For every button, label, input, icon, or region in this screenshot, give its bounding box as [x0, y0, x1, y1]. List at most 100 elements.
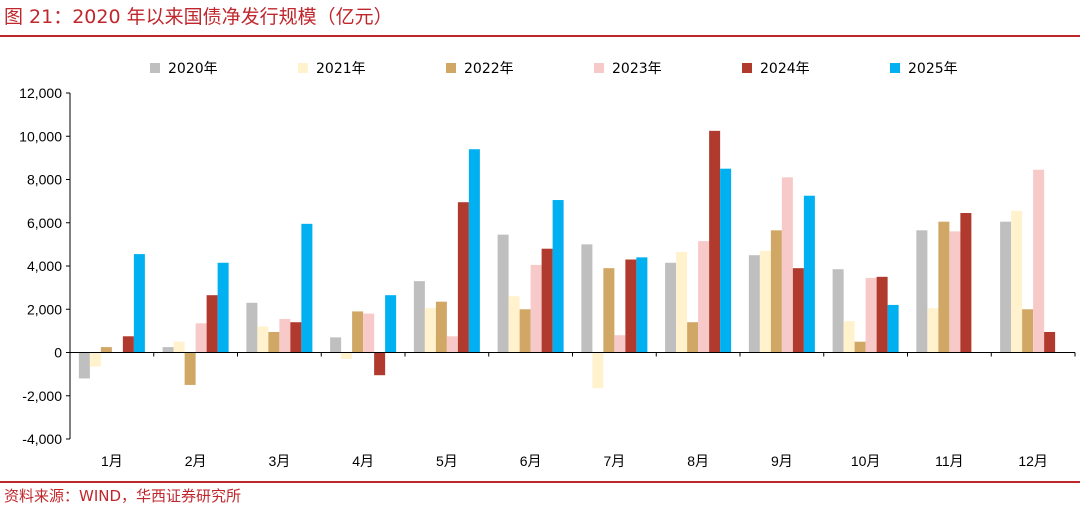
- bar-2022年-10月: [854, 341, 866, 353]
- bar-2023年-4月: [363, 313, 375, 353]
- y-tick-label: 12,000: [19, 85, 62, 101]
- x-tick-label: 11月: [935, 453, 964, 469]
- bar-2021年-4月: [341, 352, 353, 359]
- bar-2022年-9月: [770, 230, 782, 353]
- bar-2021年-9月: [759, 250, 771, 353]
- bar-2024年-8月: [709, 130, 721, 353]
- bar-2024年-10月: [876, 276, 888, 353]
- bar-2023年-3月: [279, 318, 291, 353]
- y-tick-label: 2,000: [27, 301, 62, 317]
- bar-2025年-9月: [803, 195, 815, 353]
- bar-2022年-1月: [100, 347, 112, 353]
- y-tick-label: 0: [54, 345, 62, 361]
- bar-2021年-10月: [843, 321, 855, 353]
- x-tick-label: 7月: [603, 453, 625, 469]
- bar-2023年-9月: [781, 177, 793, 353]
- bar-2022年-7月: [603, 268, 615, 353]
- bar-2024年-7月: [625, 259, 637, 353]
- x-tick-label: 4月: [352, 453, 374, 469]
- x-tick-label: 10月: [851, 453, 881, 469]
- legend-swatch: [446, 63, 456, 73]
- y-tick-label: -4,000: [22, 431, 62, 447]
- bar-2021年-7月: [592, 352, 604, 389]
- bar-2025年-5月: [468, 149, 480, 353]
- bar-2021年-1月: [89, 352, 101, 367]
- bar-2024年-11月: [960, 213, 972, 353]
- x-tick-label: 3月: [268, 453, 290, 469]
- x-tick-label: 2月: [185, 453, 207, 469]
- bar-2021年-3月: [257, 326, 269, 353]
- bar-2024年-4月: [374, 352, 386, 376]
- legend-swatch: [890, 63, 900, 73]
- bar-2022年-6月: [519, 309, 531, 353]
- legend-label: 2023年: [612, 61, 662, 77]
- bar-2022年-11月: [938, 221, 950, 353]
- bar-2023年-6月: [530, 264, 542, 353]
- legend-swatch: [742, 63, 752, 73]
- bar-2020年-10月: [832, 269, 844, 353]
- bar-2024年-12月: [1044, 331, 1056, 353]
- bar-2022年-12月: [1022, 309, 1034, 353]
- bar-2020年-2月: [162, 347, 174, 353]
- legend-swatch: [594, 63, 604, 73]
- bar-2025年-10月: [887, 304, 899, 353]
- bar-2021年-5月: [424, 308, 436, 353]
- bar-2020年-5月: [413, 281, 425, 353]
- bar-2021年-8月: [676, 251, 688, 353]
- bar-2020年-6月: [497, 234, 509, 353]
- y-tick-label: 8,000: [27, 172, 62, 188]
- bar-2025年-1月: [133, 254, 145, 353]
- bar-2025年-4月: [385, 295, 397, 353]
- footer-rule: [0, 481, 1080, 483]
- bar-2025年-7月: [636, 257, 648, 353]
- bar-2022年-5月: [435, 301, 447, 353]
- x-tick-label: 5月: [436, 453, 458, 469]
- chart-title: 图 21：2020 年以来国债净发行规模（亿元）: [4, 6, 393, 28]
- legend-label: 2022年: [464, 61, 514, 77]
- legend-label: 2020年: [168, 61, 218, 77]
- bar-2021年-11月: [927, 308, 939, 353]
- bar-2025年-6月: [552, 200, 564, 353]
- bar-chart: -4,000 -2,000 0 2,000 4,000 6,000 8,000 10,000 1…: [19, 61, 1076, 469]
- bar-2022年-4月: [352, 311, 364, 353]
- x-tick-label: 6月: [520, 453, 542, 469]
- bar-2021年-6月: [508, 296, 520, 353]
- bar-2022年-8月: [687, 322, 699, 353]
- y-tick-label: 6,000: [27, 215, 62, 231]
- bar-2024年-3月: [290, 322, 302, 353]
- bar-2024年-1月: [122, 336, 134, 353]
- y-tick-label: 10,000: [19, 128, 62, 144]
- bar-2023年-5月: [446, 336, 458, 353]
- bar-2020年-11月: [916, 230, 928, 353]
- bar-2025年-8月: [720, 168, 732, 353]
- y-tick-label: 4,000: [27, 258, 62, 274]
- bar-2025年-3月: [301, 223, 313, 353]
- bar-2024年-5月: [457, 202, 469, 353]
- x-tick-label: 9月: [771, 453, 793, 469]
- bar-2022年-2月: [184, 352, 196, 385]
- legend-label: 2025年: [908, 61, 958, 77]
- bar-2020年-8月: [665, 262, 677, 353]
- bar-2022年-3月: [268, 331, 280, 353]
- bar-2020年-9月: [748, 255, 760, 353]
- bar-2024年-2月: [206, 295, 218, 353]
- bar-2020年-7月: [581, 244, 593, 353]
- bar-2023年-8月: [698, 241, 710, 353]
- bar-2023年-7月: [614, 335, 626, 353]
- x-tick-label: 12月: [1018, 453, 1048, 469]
- bar-2020年-1月: [78, 352, 90, 379]
- bar-2024年-6月: [541, 248, 553, 353]
- bar-2020年-3月: [246, 302, 258, 353]
- bar-2023年-2月: [195, 323, 207, 353]
- bar-2023年-10月: [865, 277, 877, 353]
- x-tick-label: 1月: [101, 453, 123, 469]
- y-tick-label: -2,000: [22, 388, 62, 404]
- bar-2021年-2月: [173, 341, 185, 353]
- x-tick-label: 8月: [687, 453, 709, 469]
- bar-2023年-12月: [1033, 169, 1045, 353]
- title-rule: [0, 35, 1080, 37]
- bar-2020年-12月: [1000, 221, 1012, 353]
- legend-label: 2021年: [316, 61, 366, 77]
- bar-2021年-12月: [1011, 210, 1023, 353]
- legend-swatch: [298, 63, 308, 73]
